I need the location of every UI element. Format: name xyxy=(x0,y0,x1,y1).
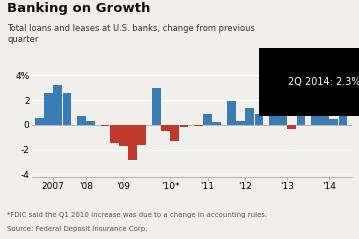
Text: Banking on Growth: Banking on Growth xyxy=(7,2,150,15)
Text: Total loans and leases at U.S. banks, change from previous
quarter: Total loans and leases at U.S. banks, ch… xyxy=(7,24,255,44)
Bar xyxy=(152,88,161,125)
Bar xyxy=(35,118,44,125)
Bar xyxy=(180,125,188,127)
Text: Source: Federal Deposit Insurance Corp.: Source: Federal Deposit Insurance Corp. xyxy=(7,226,148,232)
Bar xyxy=(311,113,320,125)
Bar xyxy=(86,121,95,125)
Bar xyxy=(278,114,287,125)
Bar xyxy=(297,114,306,125)
Text: 2Q 2014: 2.3%: 2Q 2014: 2.3% xyxy=(288,77,359,95)
Text: *FDIC said the Q1 2010 increase was due to a change in accounting rules.: *FDIC said the Q1 2010 increase was due … xyxy=(7,212,267,217)
Bar xyxy=(101,125,109,126)
Bar xyxy=(119,125,128,146)
Bar xyxy=(288,125,296,129)
Bar xyxy=(62,93,71,125)
Bar xyxy=(320,110,329,125)
Bar xyxy=(161,125,170,131)
Bar xyxy=(339,97,348,125)
Bar xyxy=(171,125,179,141)
Bar xyxy=(255,114,263,125)
Bar xyxy=(245,108,254,125)
Bar xyxy=(203,114,212,125)
Bar xyxy=(53,85,62,125)
Bar xyxy=(330,119,338,125)
Bar xyxy=(44,93,53,125)
Bar xyxy=(269,106,278,125)
Bar xyxy=(137,125,146,145)
Bar xyxy=(77,116,86,125)
Bar xyxy=(128,125,137,160)
Bar xyxy=(110,125,119,143)
Bar xyxy=(236,121,245,125)
Text: 2Q 2014:: 2Q 2014: xyxy=(0,238,1,239)
Bar xyxy=(227,101,236,125)
Bar xyxy=(213,122,221,125)
